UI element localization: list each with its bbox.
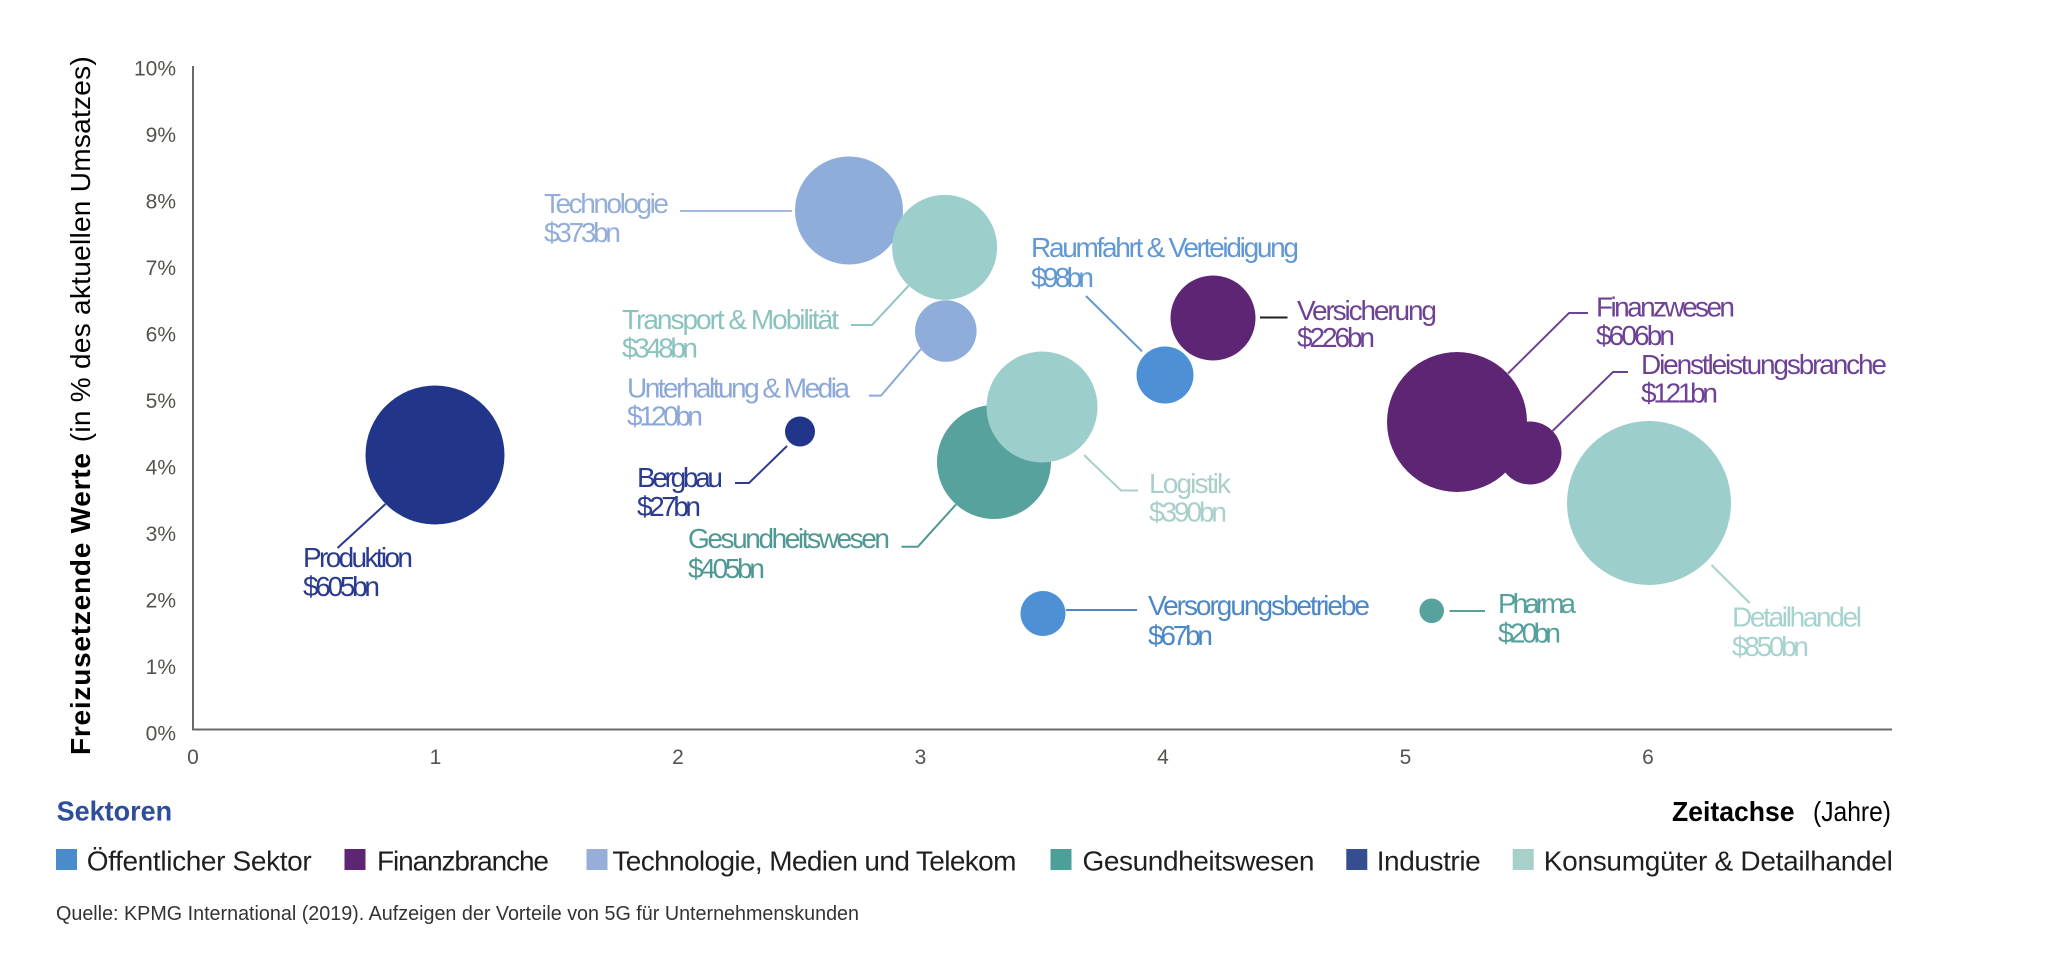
svg-text:6%: 6%	[146, 324, 176, 347]
svg-text:0: 0	[187, 746, 199, 769]
svg-text:$67bn: $67bn	[1148, 620, 1213, 651]
svg-text:1: 1	[430, 746, 442, 769]
svg-text:Logistik: Logistik	[1149, 468, 1232, 499]
svg-text:Produktion: Produktion	[303, 542, 413, 573]
svg-text:$850bn: $850bn	[1732, 631, 1809, 662]
svg-text:$98bn: $98bn	[1031, 262, 1094, 293]
svg-text:Transport & Mobilität: Transport & Mobilität	[622, 304, 839, 335]
svg-text:9%: 9%	[146, 124, 176, 147]
svg-text:Öffentlicher Sektor: Öffentlicher Sektor	[87, 846, 312, 877]
svg-text:$405bn: $405bn	[688, 553, 765, 584]
svg-text:7%: 7%	[146, 257, 176, 280]
svg-text:Finanzbranche: Finanzbranche	[377, 846, 549, 877]
svg-text:Zeitachse(Jahre): Zeitachse (Jahre)	[1672, 796, 1891, 827]
svg-text:5%: 5%	[146, 390, 176, 413]
svg-text:Raumfahrt & Verteidigung: Raumfahrt & Verteidigung	[1031, 232, 1299, 263]
svg-text:Gesundheitswesen: Gesundheitswesen	[688, 523, 890, 554]
svg-text:5: 5	[1400, 746, 1412, 769]
svg-text:$390bn: $390bn	[1149, 497, 1227, 528]
svg-text:Freizusetzende Werte(in % des: Freizusetzende Werte(in % des aktuellen …	[65, 56, 96, 755]
svg-text:Bergbau: Bergbau	[637, 462, 723, 493]
svg-text:2%: 2%	[146, 590, 176, 613]
svg-text:$226bn: $226bn	[1297, 322, 1375, 353]
svg-text:Versicherung: Versicherung	[1297, 295, 1437, 326]
svg-text:1%: 1%	[146, 656, 176, 679]
svg-text:10%: 10%	[134, 58, 176, 81]
svg-text:Quelle: KPMG International (20: Quelle: KPMG International (2019). Aufze…	[56, 903, 859, 925]
svg-text:Gesundheitswesen: Gesundheitswesen	[1083, 846, 1315, 877]
svg-text:$120bn: $120bn	[627, 401, 703, 432]
svg-text:3%: 3%	[146, 523, 176, 546]
svg-text:$27bn: $27bn	[637, 491, 701, 522]
svg-text:Technologie, Medien und Teleko: Technologie, Medien und Telekom	[612, 846, 1016, 877]
svg-text:3: 3	[915, 746, 927, 769]
svg-text:$348bn: $348bn	[622, 333, 698, 364]
svg-text:4%: 4%	[146, 457, 176, 480]
svg-text:$121bn: $121bn	[1641, 378, 1718, 409]
svg-text:Industrie: Industrie	[1377, 846, 1481, 877]
svg-text:8%: 8%	[146, 191, 176, 214]
svg-text:$605bn: $605bn	[303, 571, 380, 602]
svg-text:$606bn: $606bn	[1596, 320, 1675, 351]
svg-text:Detailhandel: Detailhandel	[1732, 602, 1862, 633]
svg-text:Versorgungsbetriebe: Versorgungsbetriebe	[1148, 590, 1370, 621]
svg-text:Unterhaltung & Media: Unterhaltung & Media	[627, 373, 850, 404]
svg-text:Dienstleistungsbranche: Dienstleistungsbranche	[1641, 349, 1887, 380]
svg-text:6: 6	[1642, 746, 1654, 769]
svg-text:Konsumgüter & Detailhandel: Konsumgüter & Detailhandel	[1544, 846, 1893, 877]
svg-text:Sektoren: Sektoren	[57, 796, 173, 827]
svg-text:$373bn: $373bn	[544, 217, 621, 248]
svg-text:Finanzwesen: Finanzwesen	[1596, 292, 1735, 323]
svg-text:0%: 0%	[146, 723, 176, 746]
svg-text:2: 2	[672, 746, 684, 769]
svg-text:4: 4	[1157, 746, 1169, 769]
svg-text:$20bn: $20bn	[1498, 618, 1561, 649]
svg-text:Technologie: Technologie	[544, 188, 669, 219]
svg-text:Pharma: Pharma	[1498, 588, 1576, 619]
